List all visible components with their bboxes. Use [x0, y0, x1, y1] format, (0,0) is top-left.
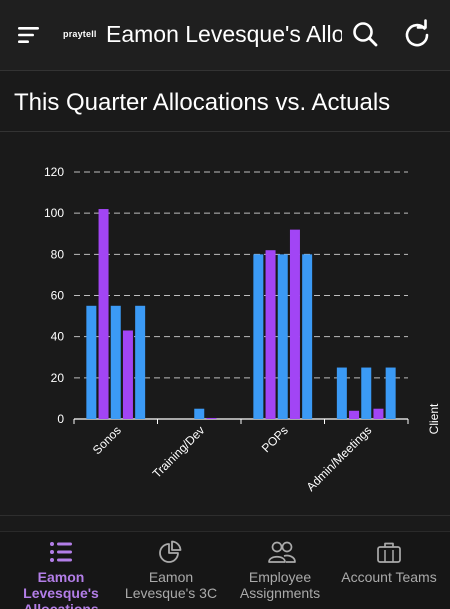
y-tick-label: 100 [44, 206, 64, 220]
nav-tab-account-teams[interactable]: Account Teams [330, 532, 448, 609]
bar [277, 254, 288, 419]
briefcase-icon [376, 540, 402, 564]
title-divider [0, 131, 450, 132]
x-axis-label: Client [427, 403, 441, 434]
y-tick-label: 0 [57, 412, 64, 426]
bar [86, 305, 97, 419]
bar [265, 250, 276, 419]
refresh-icon[interactable] [402, 19, 432, 49]
pie-chart-icon [158, 540, 184, 564]
bottom-nav: Eamon Levesque's Allocations Eamon Leves… [0, 531, 450, 609]
bar [253, 254, 264, 419]
x-tick-label: Training/Dev [150, 423, 208, 481]
bar [336, 367, 347, 419]
nav-tab-label: Account Teams [341, 569, 437, 585]
nav-tab-employee-assignments[interactable]: Employee Assignments [230, 532, 330, 609]
y-tick-label: 120 [44, 165, 64, 179]
logo: praytell [63, 29, 97, 39]
chart-divider [0, 515, 450, 516]
chart-svg: 0 20 40 60 80 100 120 Sonos Training/Dev POPs Admi… [44, 165, 441, 494]
bar [349, 410, 360, 419]
y-tick-label: 80 [51, 247, 65, 261]
header-divider [0, 70, 450, 71]
app-bar: praytell Eamon Levesque's Allocations [0, 0, 450, 70]
bar [302, 254, 313, 419]
people-icon [267, 540, 296, 564]
x-tick-label: Sonos [90, 423, 124, 457]
y-tick-label: 40 [51, 330, 65, 344]
menu-icon[interactable] [14, 20, 44, 50]
search-icon[interactable] [350, 19, 380, 49]
bar [206, 417, 217, 419]
nav-tab-label: Employee Assignments [239, 569, 321, 601]
chart-title: This Quarter Allocations vs. Actuals [14, 89, 391, 116]
nav-tab-allocations[interactable]: Eamon Levesque's Allocations [0, 532, 122, 609]
allocations-chart: 0 20 40 60 80 100 120 Sonos Training/Dev POPs Admi… [0, 132, 450, 512]
bar [289, 229, 300, 419]
bar [361, 367, 372, 419]
bar [194, 408, 205, 419]
x-tick-label: Admin/Meetings [304, 423, 375, 494]
y-tick-label: 60 [51, 289, 65, 303]
list-icon [48, 540, 74, 564]
nav-tab-3c[interactable]: Eamon Levesque's 3C [112, 532, 230, 609]
bar [385, 367, 396, 419]
x-tick-label: POPs [259, 423, 291, 455]
page-title: Eamon Levesque's Allocations [106, 21, 342, 47]
bar [373, 408, 384, 419]
bar [135, 305, 146, 419]
nav-tab-label: Eamon Levesque's Allocations [23, 569, 99, 609]
bar [122, 330, 133, 419]
nav-tab-label: Eamon Levesque's 3C [124, 569, 218, 601]
bar [98, 209, 109, 419]
bar [110, 305, 121, 419]
y-tick-label: 20 [51, 371, 65, 385]
